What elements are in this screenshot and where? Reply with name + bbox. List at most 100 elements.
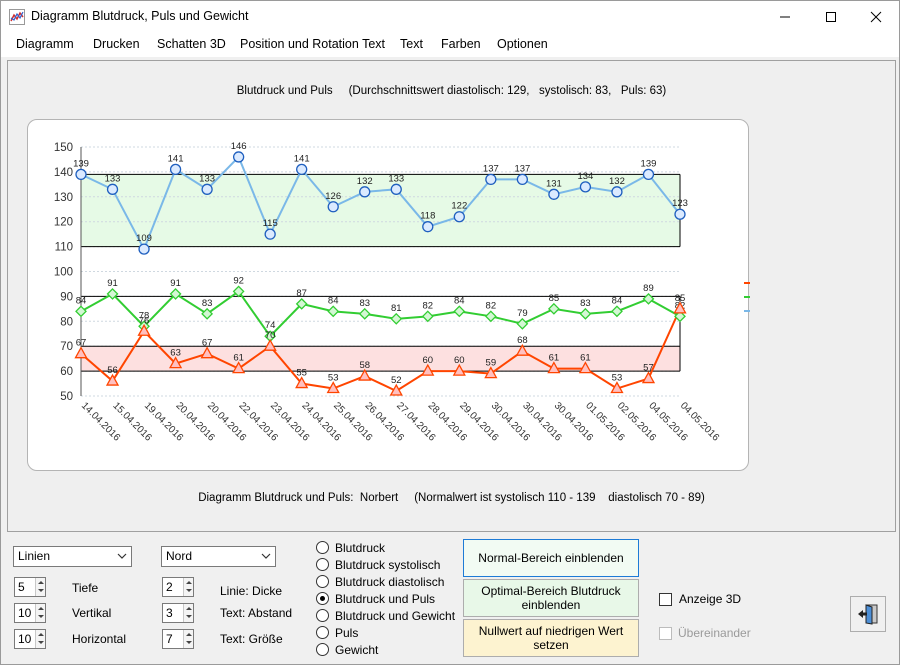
line-thickness-spinner[interactable]: 2 [162, 577, 194, 597]
text-distance-value: 3 [166, 606, 173, 620]
spinner-arrows-icon[interactable] [35, 630, 45, 648]
direction-select[interactable]: Nord [161, 546, 276, 567]
chart-app-icon [9, 9, 25, 25]
radio-label: Blutdruck diastolisch [335, 574, 445, 589]
radio-circle-selected[interactable] [316, 592, 329, 605]
data-point [642, 168, 655, 181]
radio-blutdruck-systolisch[interactable]: Blutdruck systolisch [316, 556, 440, 573]
data-point [169, 287, 182, 300]
optimal-range-button[interactable]: Optimal-Bereich Blutdruck einblenden [463, 579, 639, 617]
y-tick-label: 150 [54, 142, 73, 154]
normal-range-button[interactable]: Normal-Bereich einblenden [463, 539, 639, 577]
radio-blutdruck-und-puls[interactable]: Blutdruck und Puls [316, 590, 435, 607]
optimal-range-label: Optimal-Bereich Blutdruck einblenden [481, 584, 621, 612]
data-label: 55 [296, 368, 307, 379]
data-label: 139 [641, 158, 657, 169]
data-label: 146 [231, 141, 247, 152]
chevron-down-icon [117, 553, 127, 559]
data-point [484, 310, 497, 323]
data-label: 58 [359, 360, 370, 371]
spinner-arrows-icon[interactable] [183, 578, 193, 596]
window-title: Diagramm Blutdruck, Puls und Gewicht [31, 9, 249, 23]
data-label: 137 [483, 163, 499, 174]
horizontal-value: 10 [18, 632, 32, 646]
data-label: 81 [391, 303, 402, 314]
menu-drucken[interactable]: Drucken [93, 37, 140, 51]
spinner-arrows-icon[interactable] [183, 630, 193, 648]
data-label: 137 [514, 163, 530, 174]
data-point [641, 371, 656, 384]
data-label: 83 [202, 298, 213, 309]
data-point [484, 366, 498, 379]
data-label: 133 [199, 173, 215, 184]
menu-schatten-3d[interactable]: Schatten 3D [157, 37, 226, 51]
data-label: 85 [675, 293, 686, 304]
spinner-arrows-icon[interactable] [35, 578, 45, 596]
data-label: 134 [577, 171, 593, 182]
show-3d-checkbox[interactable] [659, 593, 672, 606]
data-point [232, 361, 246, 374]
maximize-button[interactable] [808, 1, 854, 32]
data-point [137, 323, 151, 336]
spinner-arrows-icon[interactable] [35, 604, 45, 622]
close-button[interactable] [853, 1, 899, 32]
data-label: 82 [423, 300, 434, 311]
depth-spinner[interactable]: 5 [14, 577, 46, 597]
data-point [610, 381, 624, 394]
menu-diagramm[interactable]: Diagramm [16, 37, 74, 51]
data-point [168, 356, 183, 369]
data-point [390, 312, 403, 325]
data-label: 126 [325, 191, 341, 202]
radio-circle[interactable] [316, 643, 329, 656]
horizontal-spinner[interactable]: 10 [14, 629, 46, 649]
data-point [579, 181, 592, 193]
data-point [547, 361, 561, 374]
radio-circle[interactable] [316, 609, 329, 622]
radio-circle[interactable] [316, 626, 329, 639]
null-value-button[interactable]: Nullwert auf niedrigen Wert setzen [463, 619, 639, 657]
data-label: 63 [170, 348, 181, 359]
data-point [452, 363, 466, 376]
radio-label: Blutdruck systolisch [335, 557, 441, 572]
data-point [453, 211, 465, 223]
minimize-button[interactable] [762, 1, 808, 32]
exit-button[interactable] [850, 596, 886, 632]
overlap-checkbox[interactable] [659, 627, 672, 640]
radio-circle[interactable] [316, 575, 329, 588]
data-point [516, 173, 529, 186]
menu-optionen[interactable]: Optionen [497, 37, 548, 51]
radio-circle[interactable] [316, 541, 329, 554]
data-label: 74 [265, 320, 276, 331]
menu-position-rotation[interactable]: Position und Rotation Text [240, 37, 386, 51]
menu-text[interactable]: Text [400, 37, 423, 51]
data-point [106, 183, 119, 195]
data-label: 60 [423, 355, 434, 366]
text-distance-spinner[interactable]: 3 [162, 603, 194, 623]
data-label: 131 [546, 178, 562, 189]
data-point [421, 363, 435, 376]
data-point [169, 163, 182, 176]
data-label: 133 [388, 173, 404, 184]
radio-blutdruck-diastolisch[interactable]: Blutdruck diastolisch [316, 573, 444, 590]
data-label: 84 [76, 295, 87, 306]
data-point [579, 307, 592, 320]
data-point [358, 368, 372, 381]
spinner-arrows-icon[interactable] [183, 604, 193, 622]
show-3d-label: Anzeige 3D [679, 592, 742, 606]
diagram-type-select[interactable]: Linien [13, 546, 132, 567]
data-point [548, 188, 560, 200]
title-bar: Diagramm Blutdruck, Puls und Gewicht [1, 1, 899, 32]
radio-circle[interactable] [316, 558, 329, 571]
menu-farben[interactable]: Farben [441, 37, 481, 51]
y-tick-label: 110 [55, 242, 73, 254]
null-value-label: Nullwert auf niedrigen Wert setzen [478, 624, 624, 652]
data-label: 59 [486, 358, 497, 369]
radio-puls[interactable]: Puls [316, 624, 358, 641]
data-label: 118 [420, 211, 435, 222]
data-label: 60 [454, 355, 465, 366]
radio-blutdruck-und-gewicht[interactable]: Blutdruck und Gewicht [316, 607, 455, 624]
vertical-spinner[interactable]: 10 [14, 603, 46, 623]
radio-gewicht[interactable]: Gewicht [316, 641, 378, 658]
text-size-spinner[interactable]: 7 [162, 629, 194, 649]
radio-blutdruck[interactable]: Blutdruck [316, 539, 385, 556]
